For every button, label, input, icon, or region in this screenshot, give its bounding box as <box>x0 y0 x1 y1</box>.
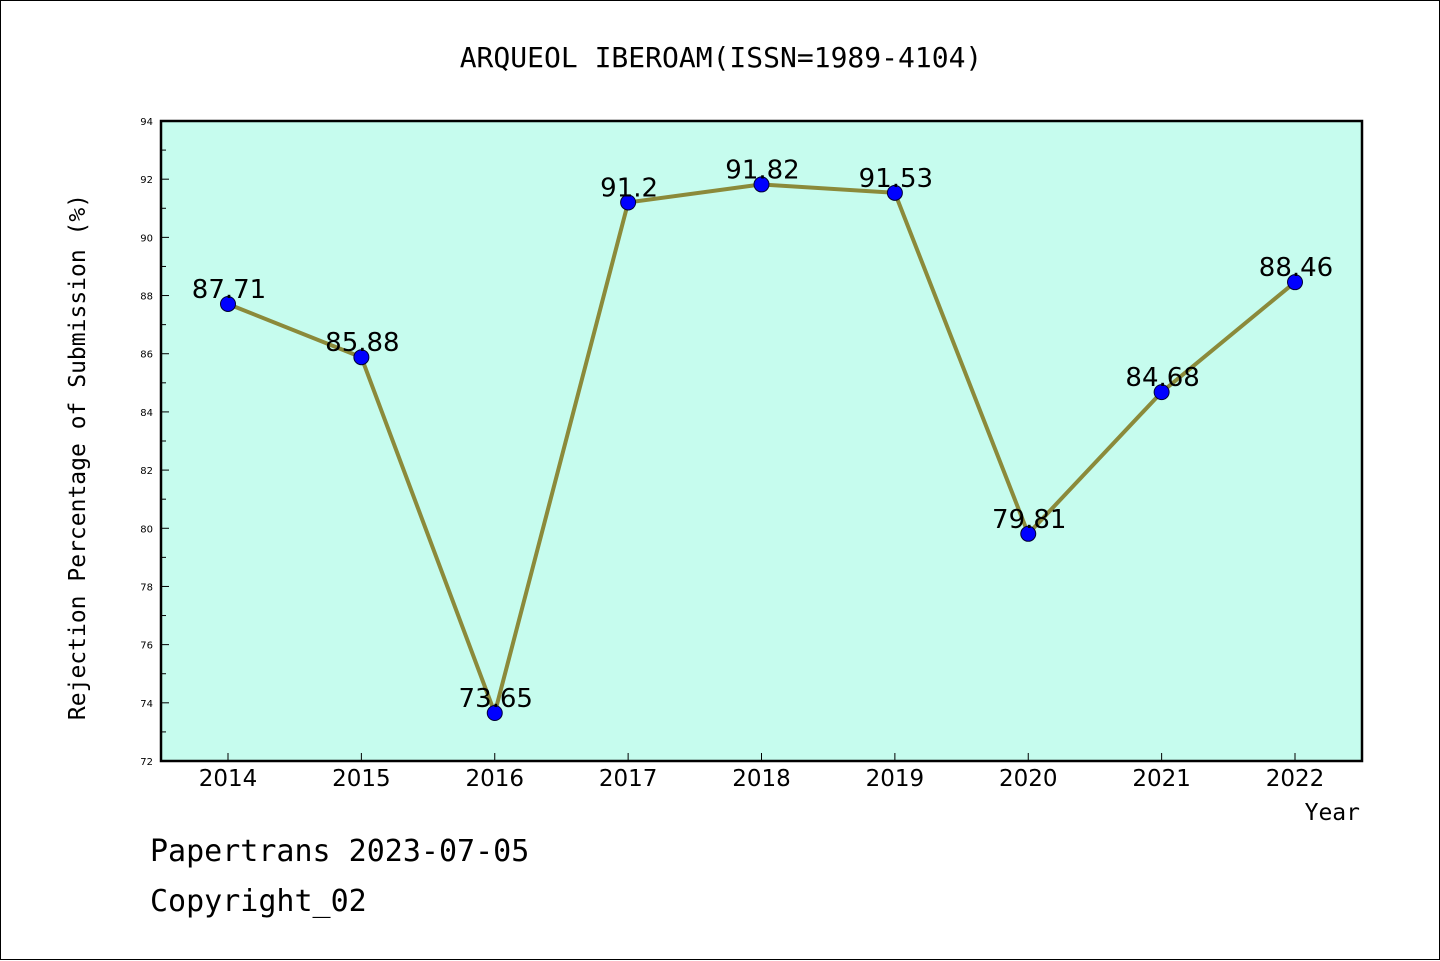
data-label: 88.46 <box>1259 253 1333 283</box>
y-axis: 72 74 76 78 80 82 84 86 88 90 92 94 <box>140 117 169 768</box>
plot-area <box>159 119 1364 763</box>
x-tick-label: 2022 <box>1266 766 1325 792</box>
data-point <box>886 184 903 201</box>
y-tick-label: 76 <box>140 641 153 652</box>
x-tick-label: 2019 <box>866 766 925 792</box>
x-axis: 2014 2015 2016 2017 2018 2019 2020 2021 2022 <box>199 753 1325 792</box>
data-markers <box>220 176 1303 721</box>
footer-date: Papertrans 2023-07-05 <box>150 834 530 869</box>
data-label: 91.2 <box>600 173 658 203</box>
data-label: 73.65 <box>459 684 533 714</box>
data-label: 91.82 <box>725 155 799 185</box>
y-axis-label: Rejection Percentage of Submission (%) <box>65 194 91 720</box>
y-tick-label: 88 <box>140 292 153 303</box>
y-tick-label: 86 <box>140 350 153 361</box>
data-point <box>1020 525 1037 542</box>
data-labels: 87.71 85.88 73.65 91.2 91.82 91.53 79.81 84.68 8… <box>192 155 1333 714</box>
x-tick-label: 2017 <box>599 766 658 792</box>
y-tick-label: 74 <box>140 699 153 710</box>
data-label: 91.53 <box>859 164 933 194</box>
x-tick-label: 2018 <box>732 766 791 792</box>
data-label: 85.88 <box>325 328 399 358</box>
y-tick-label: 84 <box>140 408 153 419</box>
data-label: 87.71 <box>192 275 266 305</box>
data-point <box>1153 384 1170 401</box>
data-label: 79.81 <box>992 505 1066 535</box>
x-axis-label: Year <box>1305 800 1360 826</box>
y-tick-label: 72 <box>140 757 153 768</box>
y-tick-label: 92 <box>140 175 153 186</box>
data-point <box>1287 274 1303 291</box>
x-tick-label: 2014 <box>199 766 258 792</box>
data-point <box>620 194 637 211</box>
data-point <box>353 349 370 366</box>
data-point <box>486 705 503 721</box>
data-point <box>753 176 770 193</box>
y-tick-label: 90 <box>140 233 153 244</box>
y-tick-label: 78 <box>140 582 153 593</box>
y-tick-label: 82 <box>140 466 153 477</box>
data-label: 84.68 <box>1125 363 1199 393</box>
chart-title: ARQUEOL IBEROAM(ISSN=1989-4104) <box>460 41 983 74</box>
footer-copyright: Copyright_02 <box>150 884 367 919</box>
x-tick-label: 2021 <box>1132 766 1191 792</box>
x-tick-label: 2020 <box>999 766 1058 792</box>
y-tick-label: 80 <box>140 524 153 535</box>
x-tick-label: 2015 <box>332 766 391 792</box>
x-tick-label: 2016 <box>465 766 524 792</box>
data-point <box>220 295 236 312</box>
y-tick-label: 94 <box>140 117 153 128</box>
